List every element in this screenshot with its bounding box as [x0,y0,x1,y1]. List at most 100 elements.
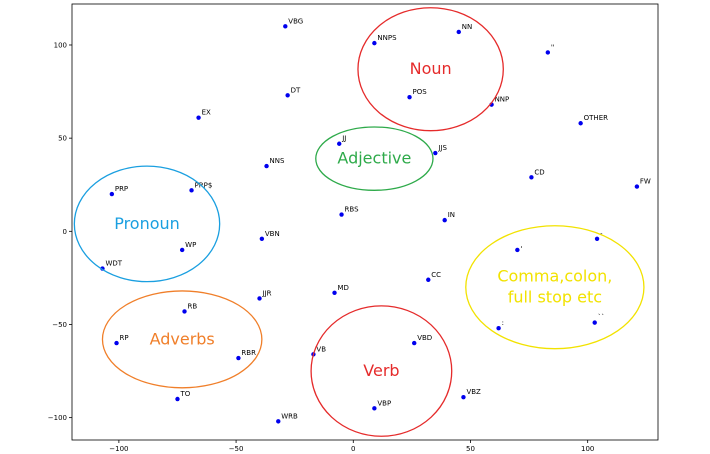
plot-frame [71,3,659,441]
point-label-punct: '' [551,43,555,51]
point-punct [594,236,600,241]
point-label-vbz: VBZ [466,388,481,396]
point-label-punct: : [502,319,504,327]
point-label-wrb: WRB [281,412,298,420]
point-other [578,121,583,126]
point-punct [592,320,597,325]
point-wp [179,247,185,253]
point-label-wdt: WDT [105,260,122,268]
point-label-nnps: NNPS [377,34,397,42]
point-dt [285,93,290,98]
cluster-noun-ellipse [357,7,504,132]
point-label-pos: POS [413,88,428,96]
cluster-adverbs-label: Adverbs [150,329,215,348]
point-rp [114,340,119,346]
point-vbd [412,340,417,346]
point-label-vbp: VBP [377,399,391,407]
cluster-pronoun-ellipse [73,165,221,283]
point-cc [426,277,431,282]
cluster-annotations: Noun Adjective Pronoun Comma,colon, full sto… [73,7,645,437]
point-rbr [236,355,241,361]
x-tick-label: 100 [581,445,594,453]
point-label-dt: DT [291,86,301,94]
point-label-rp: RP [120,334,129,342]
point-label-rbs: RBS [345,206,360,214]
y-tick-label: 100 [54,41,67,49]
cluster-noun-label: Noun [410,59,452,78]
x-tick-label: −50 [229,445,244,453]
point-ex [196,115,201,120]
point-label-punct: - [600,230,603,238]
point-label-cd: CD [534,168,544,176]
point-label-ex: EX [202,109,211,117]
point-label-jj: JJ [341,135,346,143]
cluster-comma-colon-ellipse [465,225,645,350]
cluster-pronoun-label: Pronoun [114,214,180,233]
y-tick-label: −100 [48,414,67,422]
cluster-comma-colon-label: full stop etc [508,288,602,307]
point-label-prp: PRP [115,185,128,193]
point-label-rb: RB [188,302,198,310]
point-nnps [372,40,377,46]
point-nns [264,163,269,169]
point-punct [496,326,501,331]
cluster-comma-colon-label: Comma,colon, [497,267,612,286]
cluster-verb-label: Verb [363,361,399,380]
point-prp [189,188,194,193]
point-rbs [339,212,344,217]
point-prp [109,191,115,197]
point-label-to: TO [179,390,190,398]
point-label-jjs: JJS [437,144,447,152]
point-cd [529,175,534,180]
x-tick-label: −100 [109,445,128,453]
point-in [442,217,447,223]
point-punct [545,50,551,55]
point-label-vbd: VBD [417,334,432,342]
point-md [332,290,337,296]
point-label-punct: , [520,241,522,249]
point-label-jjr: JJR [262,289,272,297]
point-punct [515,247,520,253]
point-jjr [257,296,262,301]
point-vbg [283,24,288,29]
cluster-adjective-label: Adjective [337,149,411,168]
x-tick-label: 50 [466,445,475,453]
cluster-adverbs-ellipse [101,290,263,389]
y-tick-label: −50 [52,321,67,329]
point-jj [337,141,342,146]
cluster-adjective-ellipse [315,126,434,191]
point-vbz [461,394,466,400]
plot-background [72,4,658,440]
point-vbn [259,236,265,241]
point-label-nns: NNS [270,157,285,165]
point-label-vbn: VBN [265,230,280,238]
point-label-in: IN [448,211,455,219]
point-label-fw: FW [640,178,651,186]
point-label-rbr: RBR [241,349,256,357]
point-vbp [372,406,377,411]
y-tick-label: 50 [58,135,67,143]
point-label-md: MD [338,284,349,292]
point-label-nnp: NNP [495,96,510,104]
point-jjs [433,150,438,156]
point-label-other: OTHER [584,114,608,122]
point-label-vb: VB [316,345,326,353]
point-label-wp: WP [185,241,196,249]
cluster-verb-ellipse [310,305,453,437]
point-to [175,396,180,402]
point-label-punct: `` [598,314,605,322]
axes: −100 −50 0 50 100 −100 −50 0 50 100 [48,41,595,453]
point-label-cc: CC [431,271,441,279]
data-points: VBG NN NNPS '' DT POS NNP EX OTHER JJ JJS NNS CD FW PR… [100,17,651,424]
point-fw [634,184,640,189]
point-label-nn: NN [462,23,472,31]
point-nn [456,29,461,35]
y-tick-label: 0 [63,228,67,236]
x-tick-label: 0 [351,445,355,453]
point-wrb [276,419,281,424]
point-label-vbg: VBG [288,17,303,25]
point-rb [182,309,187,314]
point-label-prp: PRP$ [195,181,213,189]
point-pos [407,94,412,100]
